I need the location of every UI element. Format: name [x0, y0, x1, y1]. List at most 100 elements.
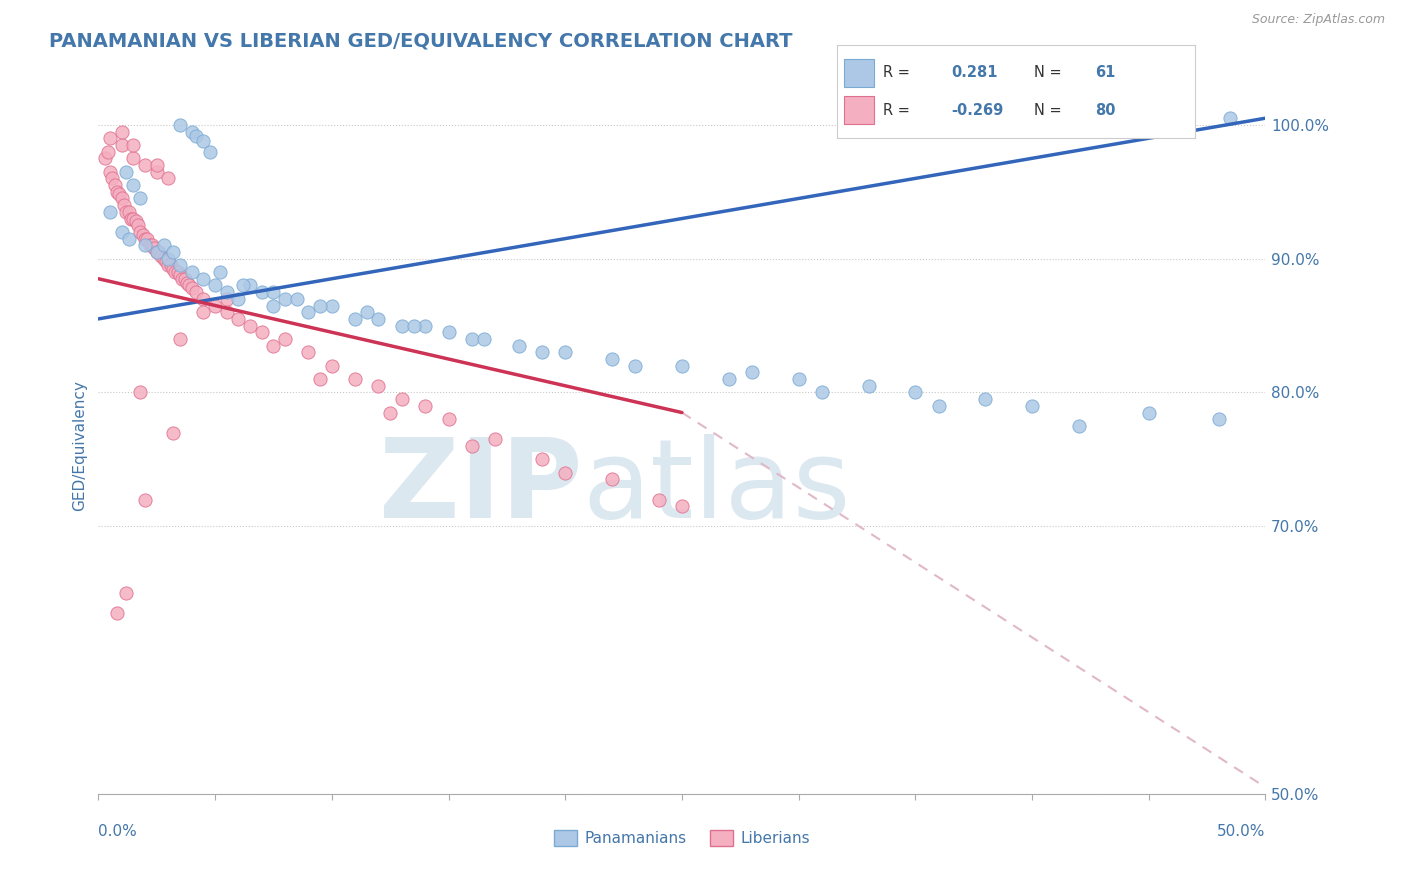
Point [530, 345, 553, 359]
Point [146, 244, 169, 259]
Point [671, 359, 693, 373]
Point [94, 151, 117, 165]
Point [250, 285, 273, 300]
Point [98, 131, 121, 145]
Point [344, 372, 367, 386]
Text: PANAMANIAN VS LIBERIAN GED/EQUIVALENCY CORRELATION CHART: PANAMANIAN VS LIBERIAN GED/EQUIVALENCY C… [49, 31, 793, 50]
Point [129, 385, 152, 400]
Point [157, 252, 180, 266]
Point [180, 281, 202, 295]
Point [172, 271, 194, 285]
Point [508, 338, 530, 352]
Point [437, 325, 460, 339]
Point [741, 366, 763, 380]
Point [472, 332, 495, 346]
Point [129, 225, 152, 239]
Point [484, 432, 506, 446]
Point [647, 492, 669, 507]
Point [974, 392, 997, 407]
Point [180, 265, 202, 279]
Point [262, 298, 284, 312]
Point [111, 124, 134, 138]
Point [380, 405, 402, 419]
Point [155, 254, 177, 268]
Point [193, 305, 215, 319]
Point [356, 305, 378, 319]
Text: ZIP: ZIP [380, 434, 582, 541]
Point [204, 278, 226, 293]
Point [152, 238, 174, 252]
Point [112, 198, 135, 212]
Point [134, 238, 156, 252]
Point [297, 305, 319, 319]
Point [122, 178, 145, 193]
Point [228, 292, 250, 306]
Point [169, 268, 191, 282]
Point [1208, 412, 1230, 426]
Point [228, 312, 250, 326]
Point [111, 225, 134, 239]
Point [136, 232, 159, 246]
Point [858, 378, 880, 392]
Point [148, 244, 170, 259]
Point [122, 151, 145, 165]
Point [624, 359, 647, 373]
Point [146, 244, 169, 259]
Point [274, 292, 297, 306]
Point [122, 211, 145, 226]
Text: N =: N = [1033, 65, 1062, 80]
Point [811, 385, 834, 400]
Point [101, 171, 124, 186]
Point [122, 137, 145, 152]
Point [157, 171, 180, 186]
Point [717, 372, 740, 386]
Point [193, 271, 215, 285]
Point [904, 385, 927, 400]
Point [105, 185, 128, 199]
Text: 80: 80 [1095, 103, 1115, 118]
Point [461, 439, 484, 453]
Point [162, 262, 184, 277]
Point [108, 187, 131, 202]
Text: 61: 61 [1095, 65, 1115, 80]
Point [391, 392, 413, 407]
Point [173, 271, 195, 285]
Point [204, 298, 226, 312]
Point [98, 164, 121, 178]
Point [461, 332, 484, 346]
Point [530, 452, 553, 467]
Point [132, 227, 155, 242]
Point [208, 265, 231, 279]
Point [1219, 111, 1241, 125]
Point [309, 372, 332, 386]
Point [152, 252, 174, 266]
Point [193, 292, 215, 306]
Point [115, 586, 138, 600]
Point [176, 276, 198, 290]
Point [285, 292, 308, 306]
Point [274, 332, 297, 346]
Point [215, 292, 238, 306]
Point [105, 607, 128, 621]
Point [120, 211, 142, 226]
Point [232, 278, 254, 293]
Point [111, 137, 134, 152]
Point [166, 265, 188, 279]
Point [928, 399, 950, 413]
Point [115, 205, 138, 219]
Point [141, 238, 163, 252]
Point [1137, 405, 1160, 419]
Text: 0.0%: 0.0% [98, 824, 138, 839]
Text: R =: R = [883, 103, 910, 118]
Point [129, 191, 152, 205]
Point [215, 305, 238, 319]
Point [554, 345, 576, 359]
Point [180, 124, 202, 138]
Point [250, 325, 273, 339]
Point [169, 259, 191, 273]
Point [97, 145, 120, 159]
Point [262, 338, 284, 352]
Point [200, 145, 222, 159]
Point [344, 312, 367, 326]
Point [193, 134, 215, 148]
